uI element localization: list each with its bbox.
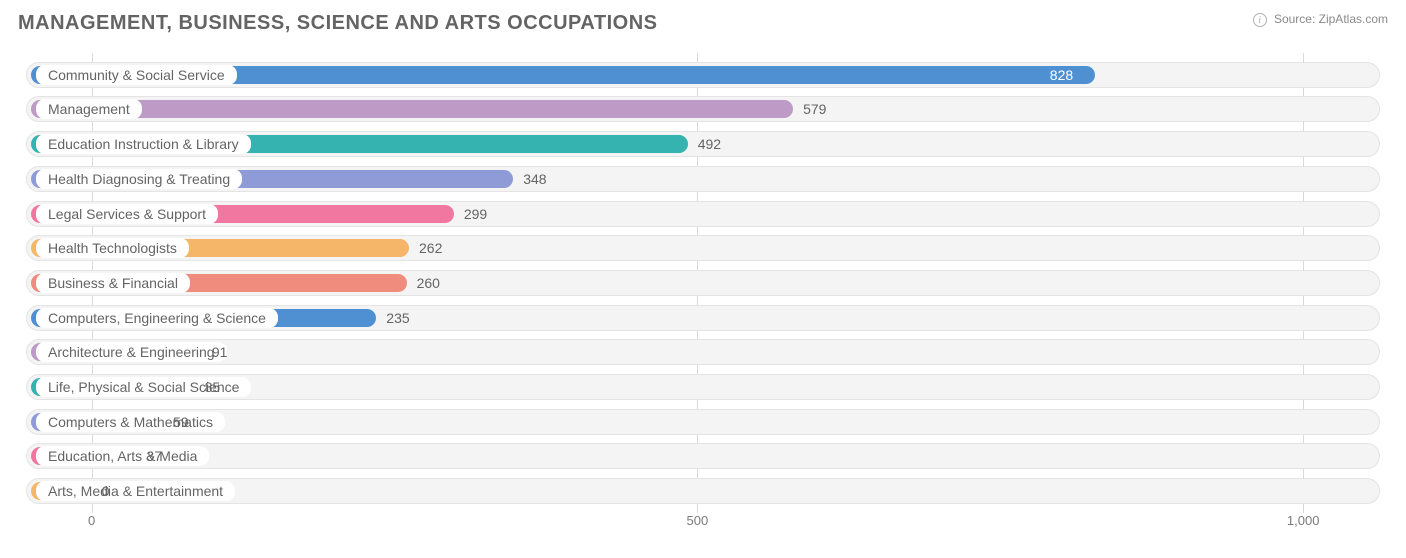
bar-label: Computers, Engineering & Science (36, 308, 278, 328)
bar-value: 235 (386, 310, 409, 326)
bar-row: Health Diagnosing & Treating 348 (18, 164, 1388, 194)
x-axis-tick: 500 (687, 513, 709, 528)
bar-row: Architecture & Engineering91 (18, 337, 1388, 367)
bar-label: Health Technologists (36, 238, 189, 258)
bar-row: Education, Arts & Media37 (18, 441, 1388, 471)
x-axis-tick: 0 (88, 513, 95, 528)
bar-row: Education Instruction & Library 492 (18, 129, 1388, 159)
chart-container: MANAGEMENT, BUSINESS, SCIENCE AND ARTS O… (0, 0, 1406, 558)
bars-group: Community & Social Service 828 Management 5… (18, 53, 1388, 513)
bar-label: Education Instruction & Library (36, 134, 251, 154)
bar-value: 91 (212, 344, 228, 360)
source-attribution: i Source: ZipAtlas.com (1253, 12, 1388, 27)
bar-value: 348 (523, 171, 546, 187)
bar-row: Business & Financial 260 (18, 268, 1388, 298)
bar-value: 0 (102, 483, 110, 499)
source-name: ZipAtlas.com (1319, 12, 1388, 26)
bar-label: Legal Services & Support (36, 204, 218, 224)
x-axis-tick: 1,000 (1287, 513, 1320, 528)
bar-fill (31, 100, 793, 118)
bar-label: Architecture & Engineering (36, 342, 227, 362)
bar-value: 262 (419, 240, 442, 256)
x-axis: 0 500 1,000 (18, 513, 1388, 543)
bar-label: Business & Financial (36, 273, 190, 293)
bar-row: Arts, Media & Entertainment0 (18, 476, 1388, 506)
bar-value: 492 (698, 136, 721, 152)
bar-label: Arts, Media & Entertainment (36, 481, 235, 501)
bar-row: Health Technologists 262 (18, 233, 1388, 263)
bar-row: Management 579 (18, 94, 1388, 124)
bar-track (26, 409, 1380, 435)
bar-value: 85 (205, 379, 221, 395)
bar-label: Management (36, 99, 142, 119)
bar-row: Community & Social Service 828 (18, 60, 1388, 90)
source-label: Source: (1274, 12, 1315, 26)
bar-value: 59 (173, 414, 189, 430)
chart-title: MANAGEMENT, BUSINESS, SCIENCE AND ARTS O… (18, 12, 1388, 35)
bar-value: 828 (1050, 67, 1073, 83)
bar-row: Computers & Mathematics59 (18, 407, 1388, 437)
bar-row: Legal Services & Support 299 (18, 199, 1388, 229)
bar-value: 37 (146, 448, 162, 464)
bar-value: 260 (417, 275, 440, 291)
chart-area: Community & Social Service 828 Management 5… (18, 53, 1388, 543)
bar-value: 299 (464, 206, 487, 222)
bar-track (26, 339, 1380, 365)
info-icon: i (1253, 13, 1267, 27)
bar-label: Community & Social Service (36, 65, 237, 85)
bar-track (26, 443, 1380, 469)
bar-label: Computers & Mathematics (36, 412, 225, 432)
plot-region: Community & Social Service 828 Management 5… (18, 53, 1388, 513)
bar-row: Life, Physical & Social Science85 (18, 372, 1388, 402)
bar-label: Health Diagnosing & Treating (36, 169, 242, 189)
bar-label: Education, Arts & Media (36, 446, 209, 466)
bar-value: 579 (803, 101, 826, 117)
bar-row: Computers, Engineering & Science 235 (18, 303, 1388, 333)
